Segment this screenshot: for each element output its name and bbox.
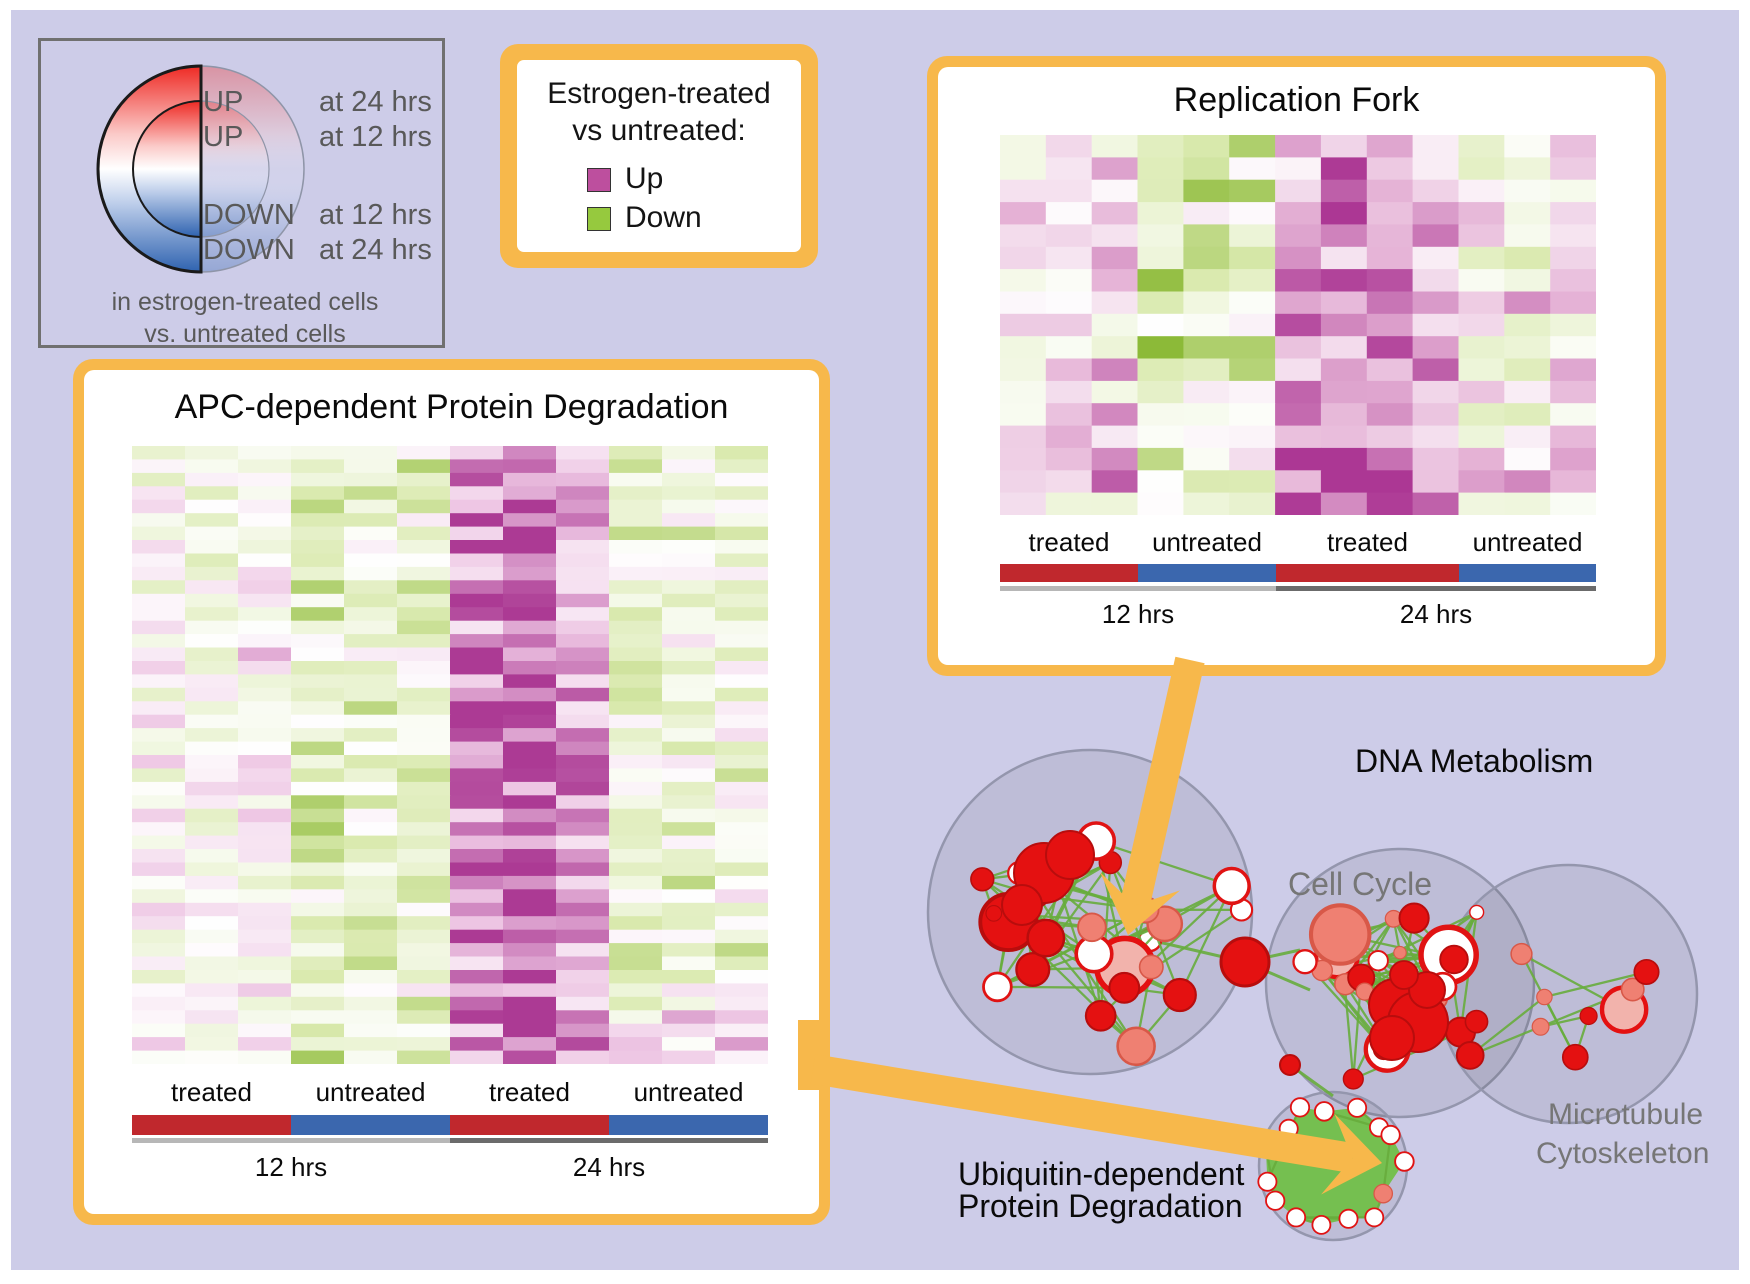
svg-text:Microtubule: Microtubule [1548, 1098, 1703, 1131]
svg-text:Cell Cycle: Cell Cycle [1288, 866, 1432, 902]
svg-text:Cytoskeleton: Cytoskeleton [1536, 1137, 1709, 1170]
svg-text:Protein Degradation: Protein Degradation [958, 1188, 1243, 1224]
svg-text:DNA Metabolism: DNA Metabolism [1355, 743, 1593, 779]
svg-text:Ubiquitin-dependent: Ubiquitin-dependent [958, 1156, 1245, 1192]
